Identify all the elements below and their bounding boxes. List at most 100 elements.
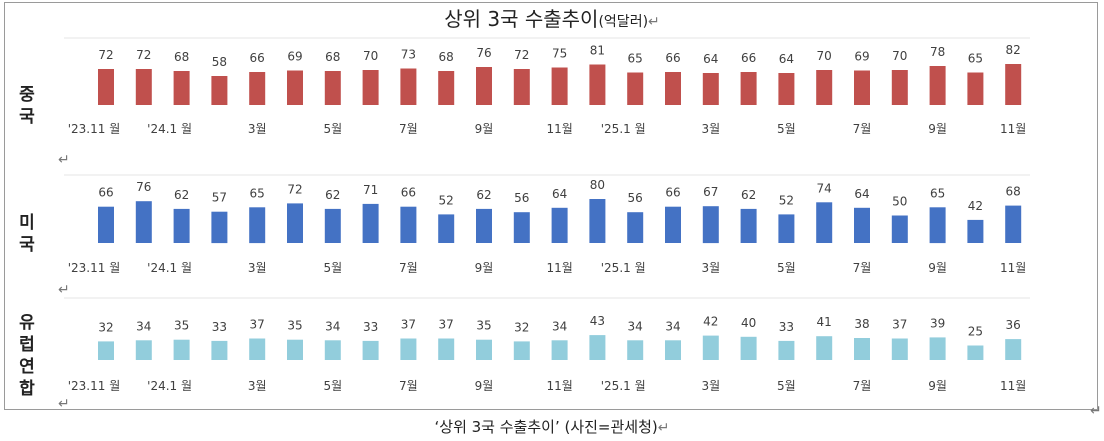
x-tick-label: 3월	[248, 379, 267, 393]
bar	[778, 214, 795, 243]
data-label: 64	[779, 52, 794, 66]
bar	[891, 338, 908, 360]
bar	[98, 206, 114, 243]
x-tick-label: '25.1 월	[601, 261, 646, 275]
x-tick-label: '24.1 월	[147, 261, 192, 275]
data-label: 72	[136, 48, 151, 62]
bar	[891, 215, 908, 243]
bar	[551, 340, 568, 360]
bar	[929, 66, 946, 105]
bar	[249, 72, 266, 105]
bar	[627, 72, 644, 105]
bar	[967, 72, 984, 105]
data-label: 76	[476, 46, 491, 60]
x-tick-label: 7월	[399, 122, 418, 136]
x-tick-label: 9월	[475, 122, 494, 136]
x-tick-label: 7월	[399, 261, 418, 275]
image-caption: ‘상위 3국 수출추이’ (사진=관세청)↵	[0, 417, 1104, 438]
data-label: 56	[628, 191, 643, 205]
x-tick-label: 5월	[777, 122, 796, 136]
data-label: 34	[325, 319, 340, 333]
return-mark-icon: ↵	[58, 152, 70, 168]
data-label: 37	[250, 318, 265, 332]
data-label: 66	[741, 51, 756, 65]
data-label: 62	[476, 188, 491, 202]
x-tick-label: '25.1 월	[601, 379, 646, 393]
country-label-char: 국	[19, 235, 35, 255]
bar	[702, 73, 719, 105]
data-label: 74	[817, 181, 832, 195]
bar	[778, 340, 795, 360]
bar	[967, 219, 984, 243]
data-label: 71	[363, 183, 378, 197]
bar	[665, 206, 681, 243]
bar	[287, 203, 303, 243]
bar	[702, 206, 719, 244]
bar	[135, 340, 152, 360]
bar	[627, 212, 644, 243]
data-label: 66	[665, 51, 680, 65]
bar	[551, 67, 568, 105]
country-label-char: 럽	[19, 335, 35, 355]
data-label: 82	[1006, 43, 1021, 57]
bar	[324, 71, 341, 105]
bar	[589, 64, 606, 105]
data-label: 65	[250, 186, 265, 200]
bar	[211, 76, 228, 105]
bar	[98, 341, 114, 360]
x-tick-label: 7월	[399, 379, 418, 393]
x-tick-label: 7월	[853, 379, 872, 393]
bar	[740, 208, 757, 243]
bar	[551, 207, 568, 243]
data-label: 66	[98, 186, 113, 200]
data-label: 39	[930, 316, 945, 330]
bar	[476, 67, 492, 105]
bar	[929, 207, 946, 244]
bar	[438, 338, 455, 360]
data-label: 33	[212, 320, 227, 334]
data-label: 57	[212, 191, 227, 205]
data-label: 69	[287, 50, 302, 64]
bar	[967, 345, 984, 360]
data-label: 66	[665, 186, 680, 200]
x-tick-label: 11월	[546, 379, 572, 393]
bar	[854, 207, 870, 243]
bar	[1005, 339, 1022, 360]
bar	[929, 337, 946, 360]
return-mark-icon: ↵	[58, 396, 70, 412]
x-tick-label: 5월	[777, 379, 796, 393]
bar	[135, 201, 152, 243]
x-tick-label: 11월	[546, 122, 572, 136]
x-tick-label: 3월	[701, 122, 720, 136]
data-label: 68	[325, 50, 340, 64]
data-label: 66	[250, 51, 265, 65]
x-tick-label: 11월	[1000, 261, 1026, 275]
data-label: 64	[703, 52, 718, 66]
data-label: 72	[287, 182, 302, 196]
x-tick-label: 9월	[928, 261, 947, 275]
x-tick-label: '24.1 월	[147, 379, 192, 393]
country-label-china: 중 국	[14, 84, 40, 128]
data-label: 34	[136, 319, 151, 333]
data-label: 40	[741, 316, 756, 330]
country-label-char: 연	[19, 357, 35, 377]
x-tick-label: 5월	[323, 261, 342, 275]
country-label-char: 유	[19, 313, 35, 333]
country-label-usa: 미 국	[14, 212, 40, 256]
bar	[816, 70, 833, 105]
country-label-char: 중	[19, 85, 35, 105]
bar	[324, 340, 341, 360]
bar	[513, 212, 530, 243]
return-mark-icon: ↵	[1090, 403, 1102, 419]
bar	[891, 70, 908, 105]
data-label: 34	[665, 319, 680, 333]
bar	[324, 208, 341, 243]
bar	[400, 338, 417, 360]
country-label-eu: 유 럽 연 합	[14, 312, 40, 400]
data-label: 35	[476, 319, 491, 333]
bar	[816, 202, 833, 243]
x-tick-label: 11월	[1000, 122, 1026, 136]
bar	[513, 69, 530, 105]
bar	[362, 340, 379, 360]
